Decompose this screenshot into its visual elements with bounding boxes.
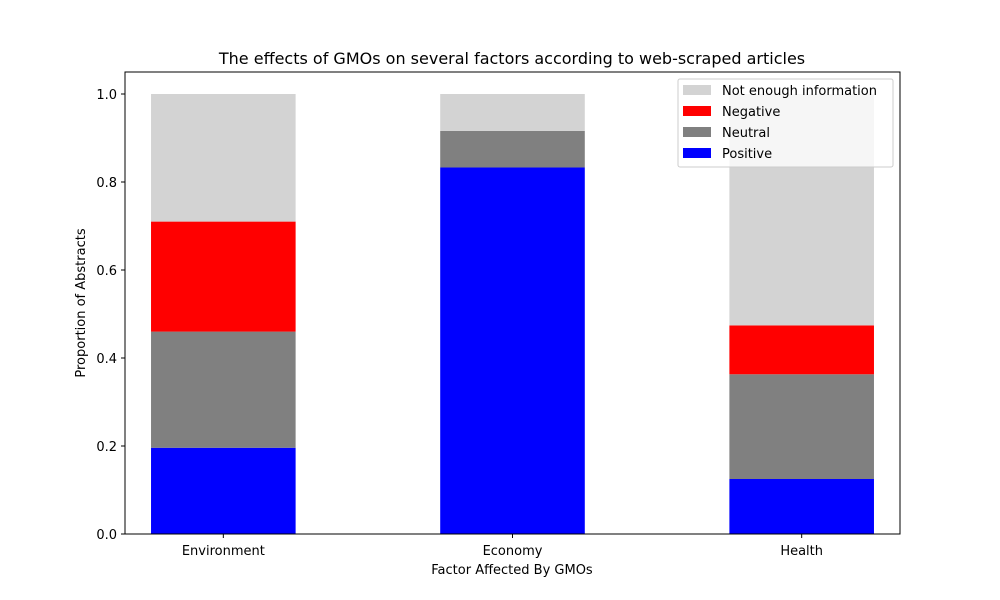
legend-label-negative: Negative [722,105,780,120]
x-tick-label-economy: Economy [483,544,543,559]
y-tick-label: 1.0 [96,88,117,103]
y-tick-label: 0.6 [96,264,117,279]
bar-health-neutral [729,374,874,479]
x-tick-label-environment: Environment [182,544,265,559]
legend-label-not-enough-information: Not enough information [722,84,877,99]
chart-title: The effects of GMOs on several factors a… [218,49,805,68]
legend-swatch-not-enough-information [683,85,711,95]
bar-health-positive [729,479,874,534]
bar-environment-not-enough-information [151,94,296,222]
legend: Not enough information Negative Neutral Pos… [677,78,894,168]
y-tick-label: 0.0 [96,528,117,543]
legend-box [677,78,894,168]
legend-swatch-neutral [683,127,711,137]
bar-environment-neutral [151,331,296,448]
legend-label-neutral: Neutral [722,126,770,141]
y-tick-label: 0.8 [96,176,117,191]
bar-environment-positive [151,447,296,534]
bar-health-negative [729,325,874,375]
bar-economy-not-enough-information [440,94,585,131]
x-tick-label-health: Health [780,544,823,559]
y-axis-label: Proportion of Abstracts [74,228,89,377]
bars-group [151,94,874,535]
bar-economy-positive [440,167,585,535]
legend-swatch-negative [683,106,711,116]
bar-environment-negative [151,221,296,332]
x-axis-label: Factor Affected By GMOs [431,563,593,578]
x-axis: Environment Economy Health [182,534,823,559]
y-axis: 0.0 0.2 0.4 0.6 0.8 1.0 [96,88,125,543]
bar-economy-neutral [440,130,585,168]
y-tick-label: 0.4 [96,352,117,367]
y-tick-label: 0.2 [96,440,117,455]
legend-label-positive: Positive [722,147,772,162]
legend-swatch-positive [683,148,711,158]
